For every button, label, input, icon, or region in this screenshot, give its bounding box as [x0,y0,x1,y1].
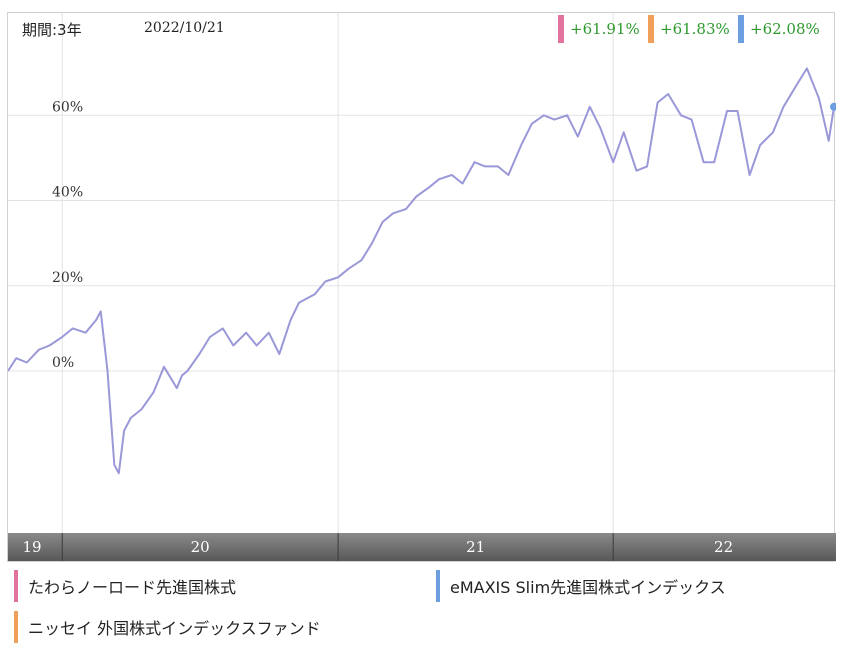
return-badge-tawara: +61.91% [558,15,640,43]
legend-color-emaxis [436,570,440,602]
legend-color-nissay [14,611,18,643]
legend-item-emaxis[interactable]: eMAXIS Slim先進国株式インデックス [436,570,726,602]
y-tick-label: 20% [52,270,83,286]
y-tick-label: 0% [52,355,74,371]
legend-color-tawara [14,570,18,602]
x-tick-label: 20 [191,538,210,556]
legend-item-nissay[interactable]: ニッセイ 外国株式インデックスファンド [14,611,321,643]
chart-area: 0% 20% 40% 60% 19 20 21 22 [8,13,836,561]
legend-label-emaxis: eMAXIS Slim先進国株式インデックス [450,578,726,597]
y-tick-label: 60% [52,99,83,115]
series-line [8,67,835,475]
legend-label-nissay: ニッセイ 外国株式インデックスファンド [28,619,321,638]
return-value-emaxis: +62.08% [750,20,820,38]
x-axis-band-bg [8,533,836,561]
return-badge-emaxis: +62.08% [738,15,820,43]
period-label: 期間:3年 [22,21,82,39]
return-color-bar-nissay [648,15,654,43]
legend-label-tawara: たわらノーロード先進国株式 [28,578,237,597]
series-layer [8,67,836,475]
y-tick-label: 40% [52,185,83,201]
return-color-bar-emaxis [738,15,744,43]
x-axis-band: 19 20 21 22 [8,533,836,561]
return-badge-nissay: +61.83% [648,15,730,43]
x-tick-label: 22 [714,538,733,556]
date-label: 2022/10/21 [144,20,225,36]
return-value-nissay: +61.83% [660,20,730,38]
chart-frame: 0% 20% 40% 60% 19 20 21 22 期間:3年 2022/10/21 +6… [7,12,836,562]
x-tick-label: 21 [466,538,485,556]
y-tick-labels: 0% 20% 40% 60% [52,99,83,371]
grid-layer [8,13,836,533]
series-end-point [830,102,836,111]
x-tick-label: 19 [22,538,41,556]
legend-item-tawara[interactable]: たわらノーロード先進国株式 [14,570,236,602]
return-color-bar-tawara [558,15,564,43]
return-value-tawara: +61.91% [570,20,640,38]
